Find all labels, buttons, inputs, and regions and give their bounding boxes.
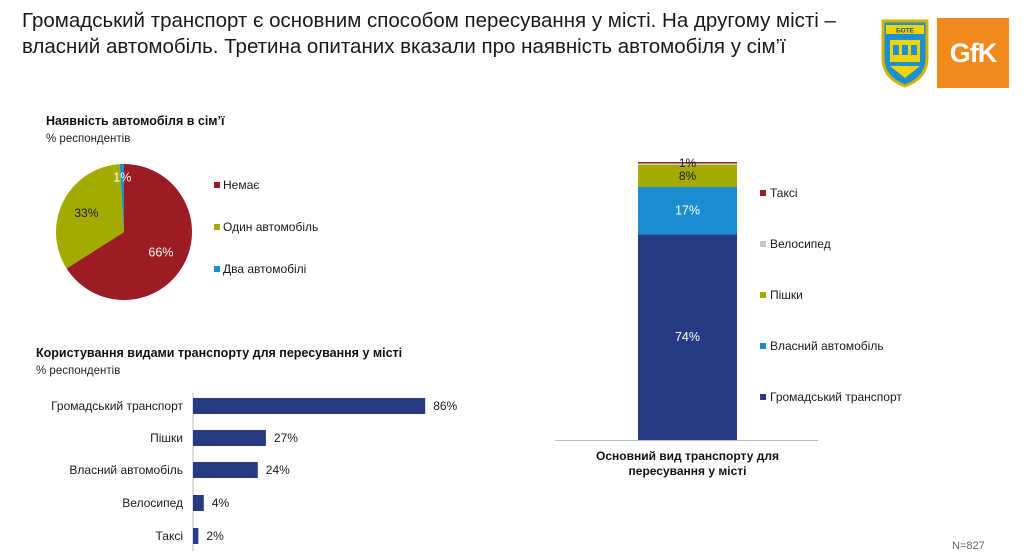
stack-legend-swatch xyxy=(760,190,766,196)
bar xyxy=(193,528,199,544)
stack-legend-entry: Громадський транспорт xyxy=(770,390,902,404)
stack-legend-swatch xyxy=(760,241,766,247)
bar-value-label: 4% xyxy=(212,496,230,510)
stack-segment-label: 17% xyxy=(675,204,700,218)
stack-legend-entry: Велосипед xyxy=(770,237,831,251)
pie-slice xyxy=(119,163,124,232)
bar xyxy=(193,430,266,446)
legend-swatch xyxy=(214,224,220,230)
stack-legend-entry: Власний автомобіль xyxy=(770,339,884,353)
pie-slice-label: 1% xyxy=(113,171,131,185)
bar-category-label: Таксі xyxy=(155,529,183,543)
gfk-logo: GfK xyxy=(937,18,1009,88)
page-title: Громадський транспорт є основним способо… xyxy=(22,9,836,58)
bar-value-label: 24% xyxy=(266,463,290,477)
stack-segment-label: 1% xyxy=(679,156,697,170)
bar-title: Користування видами транспорту для перес… xyxy=(36,346,403,360)
pie-slice-label: 66% xyxy=(148,245,173,259)
bar-value-label: 27% xyxy=(274,431,298,445)
pie-slice xyxy=(66,164,193,300)
bar-value-label: 86% xyxy=(433,399,457,413)
stack-legend-entry: Таксі xyxy=(770,186,798,200)
legend-swatch xyxy=(214,266,220,272)
legend-swatch xyxy=(214,182,220,188)
stack-segment-label: 74% xyxy=(675,330,700,344)
gfk-logo-text: GfK xyxy=(949,37,997,68)
legend-entry: Один автомобіль xyxy=(223,220,318,234)
bar-value-label: 2% xyxy=(206,529,224,543)
pie-subtitle: % респондентів xyxy=(46,133,131,145)
bar xyxy=(193,495,204,511)
stack-segment xyxy=(638,162,737,164)
legend-entry: Два автомобілі xyxy=(223,262,306,276)
bar-subtitle: % респондентів xyxy=(36,365,121,377)
stacked-bar-title: Основний вид транспорту для пересування … xyxy=(596,449,779,478)
city-coat-of-arms-icon: БОТЕ xyxy=(881,19,929,88)
stack-segment xyxy=(638,187,737,235)
bar-category-label: Власний автомобіль xyxy=(69,463,183,477)
bar-category-label: Громадський транспорт xyxy=(51,399,183,413)
stack-legend-swatch xyxy=(760,394,766,400)
legend-entry: Немає xyxy=(223,178,259,192)
bar xyxy=(193,398,426,414)
bar-category-label: Велосипед xyxy=(122,496,183,510)
stack-segment-label: 8% xyxy=(679,169,697,183)
sample-size-note: N=827 xyxy=(952,540,985,552)
pie-slice xyxy=(55,164,125,269)
stack-legend-entry: Пішки xyxy=(770,288,803,302)
stack-legend-swatch xyxy=(760,343,766,349)
bar xyxy=(193,462,258,478)
stack-segment xyxy=(638,234,737,440)
stack-legend-swatch xyxy=(760,292,766,298)
bar-category-label: Пішки xyxy=(150,431,183,445)
pie-slice-label: 33% xyxy=(74,206,98,220)
pie-title: Наявність автомобіля в сім’ї xyxy=(46,114,225,128)
stack-segment xyxy=(638,163,737,165)
stack-segment xyxy=(638,164,737,188)
coat-text: БОТЕ xyxy=(896,28,915,35)
